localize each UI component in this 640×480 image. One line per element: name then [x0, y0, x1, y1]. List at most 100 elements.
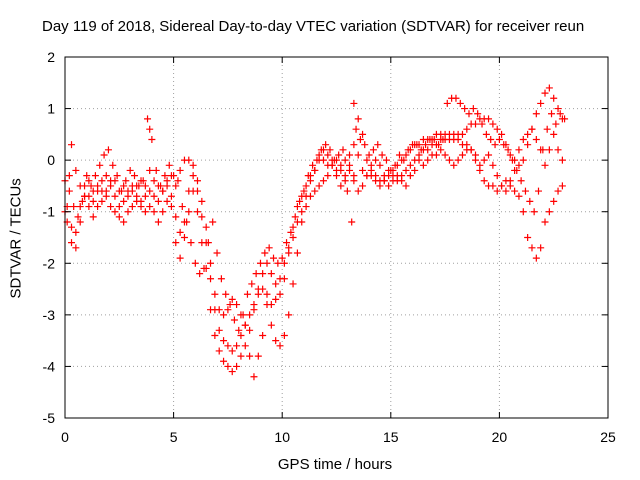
- data-point: [220, 357, 228, 365]
- data-point: [439, 136, 447, 144]
- data-point: [530, 208, 538, 216]
- data-point: [515, 161, 523, 169]
- data-point: [94, 203, 102, 211]
- data-point: [98, 177, 106, 185]
- data-point: [480, 156, 488, 164]
- data-point: [120, 197, 128, 205]
- data-point: [532, 136, 540, 144]
- data-point: [172, 213, 180, 221]
- data-point: [172, 239, 180, 247]
- data-point: [256, 259, 264, 267]
- data-point: [124, 208, 132, 216]
- data-point: [545, 84, 553, 92]
- data-point: [519, 156, 527, 164]
- data-point: [128, 182, 136, 190]
- data-point: [185, 187, 193, 195]
- data-point: [406, 146, 414, 154]
- data-point: [85, 192, 93, 200]
- data-point: [161, 172, 169, 180]
- data-point: [311, 187, 319, 195]
- data-point: [235, 326, 243, 334]
- data-point: [293, 203, 301, 211]
- data-point: [552, 120, 560, 128]
- data-point: [180, 218, 188, 226]
- data-point: [141, 208, 149, 216]
- data-point: [263, 301, 271, 309]
- data-point: [443, 99, 451, 107]
- data-point: [228, 295, 236, 303]
- data-point: [359, 182, 367, 190]
- series-track-a: [61, 84, 566, 334]
- data-point: [68, 223, 76, 231]
- data-point: [406, 161, 414, 169]
- data-point: [146, 125, 154, 133]
- data-point: [319, 146, 327, 154]
- data-point: [111, 192, 119, 200]
- data-point: [372, 177, 380, 185]
- data-point: [395, 151, 403, 159]
- axis-ticks: 0 5 10 15 20 25 -5 -4 -3 -2 -1 0 1 2: [43, 49, 616, 445]
- data-point: [322, 141, 330, 149]
- data-point: [70, 203, 78, 211]
- data-point: [215, 326, 223, 334]
- data-point: [113, 172, 121, 180]
- data-point: [534, 187, 542, 195]
- data-point: [68, 239, 76, 247]
- data-point: [302, 182, 310, 190]
- data-point: [465, 110, 473, 118]
- data-point: [224, 342, 232, 350]
- data-point: [333, 172, 340, 180]
- data-point: [107, 203, 115, 211]
- data-point: [489, 161, 497, 169]
- data-point: [180, 234, 188, 241]
- data-point: [385, 182, 393, 190]
- data-point: [498, 182, 506, 190]
- data-point: [163, 197, 171, 205]
- data-point: [120, 182, 128, 190]
- data-point: [276, 275, 284, 283]
- x-tick-label: 5: [170, 429, 178, 445]
- data-point: [326, 146, 334, 154]
- data-point: [246, 311, 254, 319]
- data-point: [233, 342, 241, 350]
- data-point: [493, 172, 501, 180]
- data-point: [402, 182, 410, 190]
- data-point: [558, 182, 566, 190]
- data-point: [495, 136, 503, 144]
- data-point: [76, 218, 84, 226]
- data-point: [141, 192, 149, 200]
- data-point: [389, 177, 397, 185]
- data-point: [126, 166, 134, 174]
- data-point: [554, 187, 562, 195]
- data-point: [445, 130, 453, 138]
- data-point: [72, 228, 80, 236]
- data-point: [213, 249, 221, 257]
- data-point: [211, 306, 219, 314]
- x-tick-label: 15: [383, 429, 399, 445]
- data-point: [346, 151, 354, 159]
- data-point: [220, 311, 228, 319]
- data-point: [441, 151, 449, 159]
- data-point: [350, 141, 358, 149]
- data-point: [543, 125, 551, 133]
- data-point: [261, 249, 269, 257]
- data-point: [176, 166, 184, 174]
- data-point: [172, 182, 180, 190]
- data-point: [139, 177, 147, 185]
- data-point: [450, 161, 458, 169]
- data-point: [454, 136, 462, 144]
- data-point: [419, 161, 427, 169]
- data-point: [489, 182, 497, 190]
- data-point: [545, 146, 553, 154]
- data-point: [424, 146, 432, 154]
- data-point: [198, 213, 206, 221]
- data-point: [296, 197, 304, 205]
- chart-title: Day 119 of 2018, Sidereal Day-to-day VTE…: [42, 18, 585, 35]
- data-point: [309, 161, 317, 169]
- data-point: [350, 99, 358, 107]
- data-point: [285, 311, 293, 319]
- data-point: [243, 290, 251, 298]
- data-point: [341, 172, 349, 180]
- data-point: [554, 146, 562, 154]
- x-tick-label: 20: [492, 429, 508, 445]
